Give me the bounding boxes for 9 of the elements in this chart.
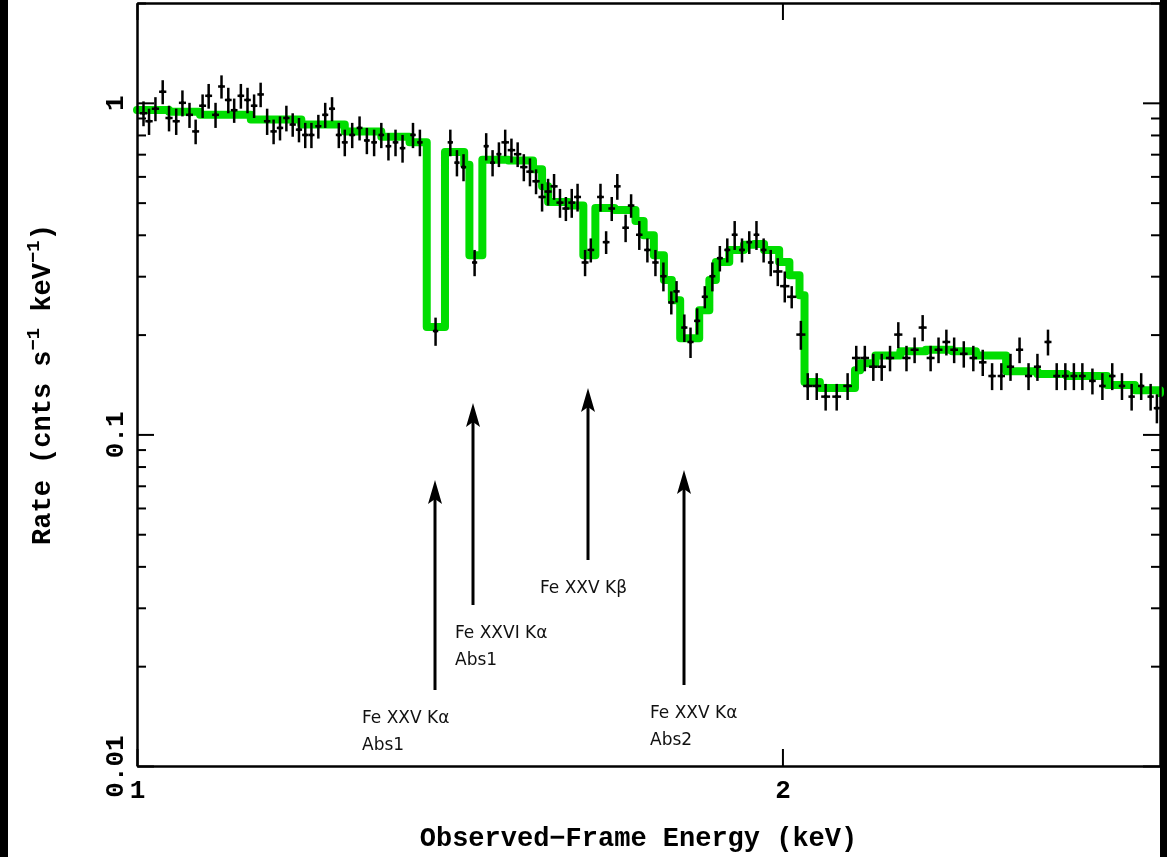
y-tick-label: 0.1 xyxy=(101,411,131,459)
y-tick-label: 0.01 xyxy=(101,735,131,798)
y-tick-label: 1 xyxy=(101,95,131,112)
annotation: Fe XXVI Kα Abs1 xyxy=(455,622,548,669)
x-axis-title: Observed−Frame Energy (keV) xyxy=(419,824,858,854)
annotation: Fe XXV Kβ xyxy=(540,577,628,597)
x-tick-label: 2 xyxy=(775,776,791,807)
annotation: Fe XXV Kα Abs2 xyxy=(650,702,738,749)
annotation: Fe XXV Kα Abs1 xyxy=(362,707,450,754)
